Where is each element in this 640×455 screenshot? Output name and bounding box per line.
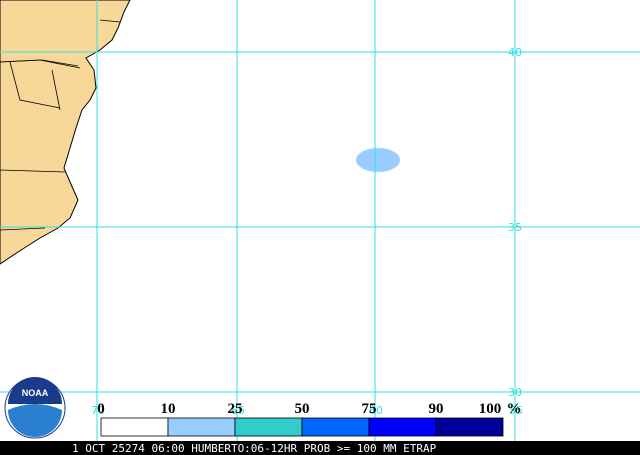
footer-bar [0, 441, 640, 455]
legend-label: 50 [295, 401, 310, 417]
lon-label: 65 [231, 404, 245, 417]
footer-text: 1 OCT 25274 06:00 HUMBERTO:06-12HR PROB … [72, 442, 437, 455]
legend-swatch [100, 417, 169, 437]
legend-swatch [435, 417, 504, 437]
lon-label: 60 [369, 404, 383, 417]
legend-swatch [368, 417, 437, 437]
logo-text: NOAA [22, 388, 49, 398]
probability-area [356, 148, 400, 172]
legend-label: 10 [161, 401, 176, 417]
noaa-logo: NOAA [4, 377, 66, 439]
legend-label: 100 [479, 401, 502, 417]
legend-label: 25 [228, 401, 243, 417]
lon-label: 55 [509, 404, 523, 417]
legend-swatch [167, 417, 236, 437]
legend-swatch [234, 417, 303, 437]
legend-label: 0 [97, 401, 105, 417]
land [0, 0, 131, 265]
legend-label: 90 [429, 401, 444, 417]
legend-label: % [507, 401, 522, 417]
legend: 0 10 25 50 75 90 100% [97, 401, 522, 437]
legend-label: 75 [362, 401, 377, 417]
state-borders [0, 19, 121, 231]
lon-label: 70 [91, 404, 105, 417]
legend-swatch [301, 417, 370, 437]
